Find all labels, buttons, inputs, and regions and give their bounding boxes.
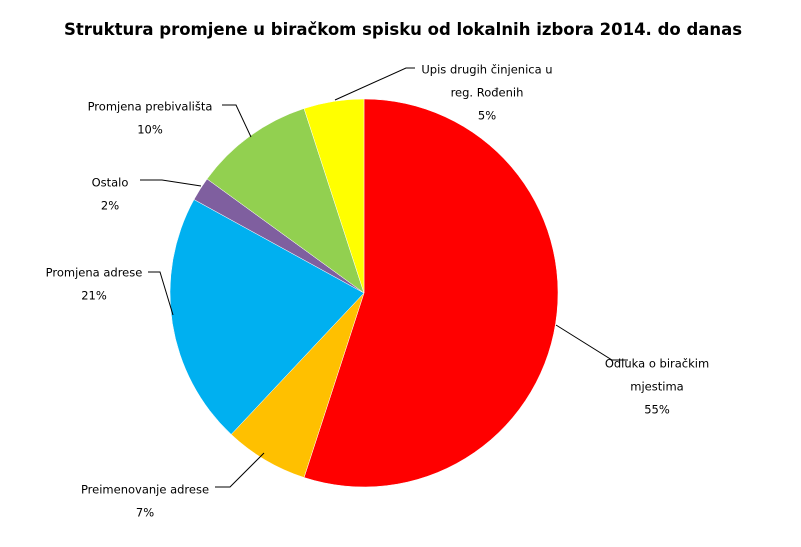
slice-label-3: Ostalo	[92, 176, 129, 190]
slice-percent-5: 5%	[478, 109, 496, 123]
pie-slice-5	[303, 98, 365, 294]
slice-label-5: Upis drugih činjenica u	[421, 63, 552, 77]
slice-label-2: Promjena adrese	[46, 266, 143, 280]
leader-line-4	[222, 104, 252, 138]
slice-percent-1: 7%	[136, 506, 154, 520]
pie-slice-2	[169, 199, 365, 435]
slice-percent-2: 21%	[81, 289, 107, 303]
leader-line-1	[215, 452, 265, 488]
pie-slice-0	[303, 98, 559, 488]
leader-line-2	[148, 271, 174, 316]
slice-label-4: Promjena prebivališta	[88, 100, 213, 114]
pie-slice-4	[206, 108, 365, 294]
slice-percent-3: 2%	[101, 199, 119, 213]
slice-label-1: Preimenovanje adrese	[81, 483, 209, 497]
slice-label-5: reg. Rođenih	[451, 86, 524, 100]
slice-label-0: Odluka o biračkim	[605, 357, 709, 371]
slice-percent-0: 55%	[644, 403, 670, 417]
leader-line-3	[140, 179, 202, 187]
slice-label-0: mjestima	[630, 380, 683, 394]
leader-line-0	[555, 324, 628, 361]
chart-title: Struktura promjene u biračkom spisku od …	[64, 20, 743, 39]
leader-line-5	[334, 67, 415, 101]
slice-percent-4: 10%	[137, 123, 163, 137]
